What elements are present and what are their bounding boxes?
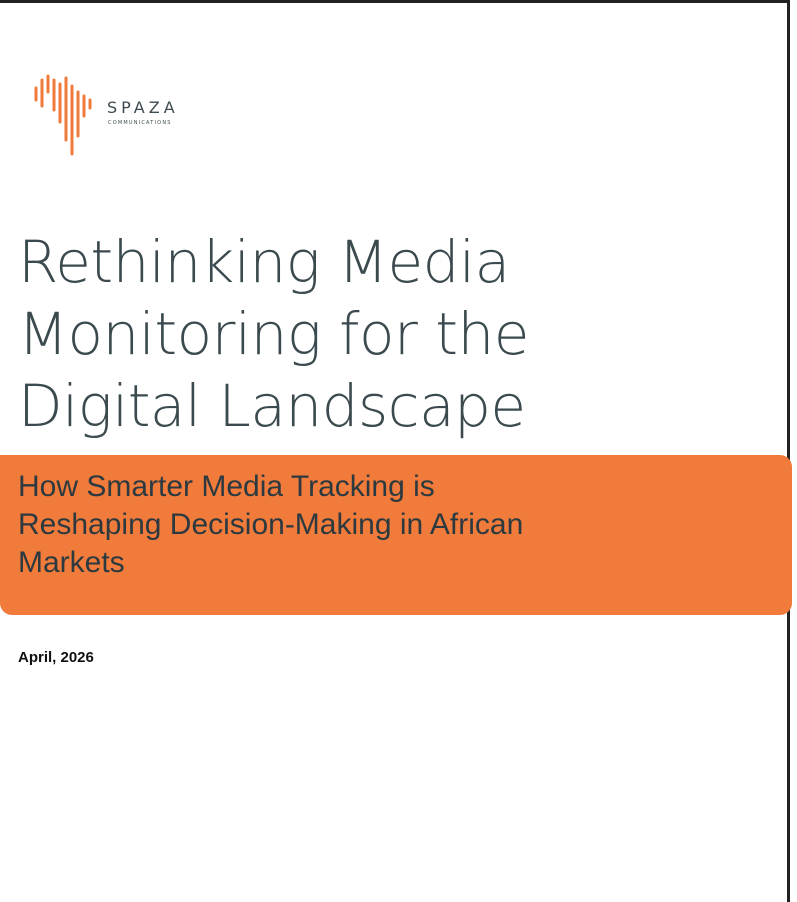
logo-name: SPAZA [107,98,179,117]
subtitle: How Smarter Media Tracking is Reshaping … [18,468,523,582]
subtitle-line: Markets [18,546,125,579]
subtitle-line: How Smarter Media Tracking is [18,470,435,503]
subtitle-band: How Smarter Media Tracking is Reshaping … [0,455,792,615]
logo-mark [34,74,92,156]
subtitle-line: Reshaping Decision-Making in African [18,508,524,541]
title-line: Rethinking Media [18,228,510,296]
title: Rethinking Media Monitoring for the Digi… [18,226,529,442]
title-line: Monitoring for the [18,300,529,368]
date: April, 2026 [18,649,94,666]
title-line: Digital Landscape [18,372,526,440]
logo-tagline: COMMUNICATIONS [108,120,172,126]
